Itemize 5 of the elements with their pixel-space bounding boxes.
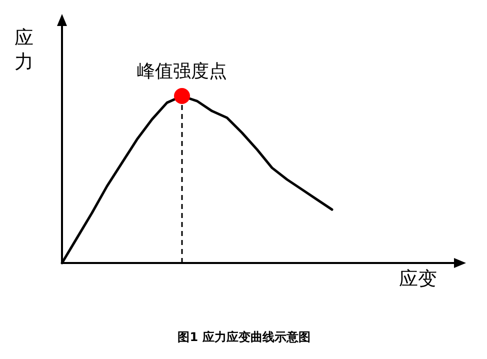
annotation: 峰值强度点 bbox=[137, 61, 227, 263]
x-axis-title: 应变 bbox=[399, 268, 437, 290]
ylabel: 应力 bbox=[14, 27, 34, 73]
annotation: 峰值强度点 bbox=[137, 61, 227, 82]
caption: 图1 应力应变曲线示意图 bbox=[178, 330, 310, 344]
